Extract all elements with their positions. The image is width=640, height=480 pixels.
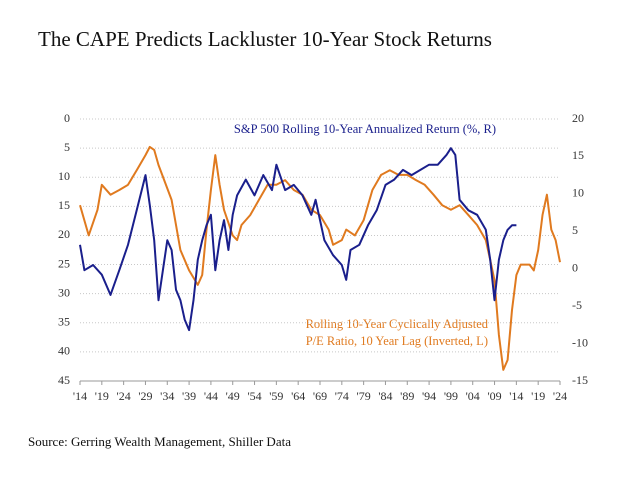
x-tick-label: '29: [138, 389, 152, 403]
x-tick-label: '89: [400, 389, 414, 403]
y2-tick-label: 20: [572, 111, 584, 125]
x-tick-label: '44: [204, 389, 218, 403]
x-tick-label: '69: [313, 389, 327, 403]
source-note: Source: Gerring Wealth Management, Shill…: [28, 434, 291, 449]
y-tick-label: 25: [58, 256, 70, 270]
x-tick-label: '19: [531, 389, 545, 403]
y2-tick-label: 10: [572, 186, 584, 200]
x-tick-label: '94: [422, 389, 436, 403]
y-tick-label: 10: [58, 169, 70, 183]
x-tick-label: '04: [466, 389, 480, 403]
y-tick-label: 35: [58, 315, 70, 329]
x-tick-label: '79: [357, 389, 371, 403]
x-tick-label: '14: [73, 389, 87, 403]
x-tick-label: '24: [553, 389, 567, 403]
chart-title: The CAPE Predicts Lackluster 10-Year Sto…: [38, 27, 492, 51]
x-tick-label: '84: [378, 389, 392, 403]
y-tick-label: 20: [58, 227, 70, 241]
x-tick-label: '24: [117, 389, 131, 403]
y2-tick-label: -15: [572, 373, 588, 387]
y-tick-label: 30: [58, 285, 70, 299]
series-line: [79, 145, 561, 371]
series-line: [79, 147, 517, 332]
y-tick-label: 5: [64, 140, 70, 154]
y2-tick-label: 5: [572, 223, 578, 237]
x-tick-label: '74: [335, 389, 349, 403]
x-tick-label: '49: [226, 389, 240, 403]
y-tick-label: 15: [58, 198, 70, 212]
x-tick-label: '14: [509, 389, 523, 403]
y-tick-label: 45: [58, 373, 70, 387]
x-tick-label: '09: [487, 389, 501, 403]
annotation: P/E Ratio, 10 Year Lag (Inverted, L): [306, 334, 488, 348]
y-tick-label: 0: [64, 111, 70, 125]
x-tick-label: '99: [444, 389, 458, 403]
x-tick-label: '54: [247, 389, 261, 403]
annotation: Rolling 10-Year Cyclically Adjusted: [306, 317, 489, 331]
annotation: S&P 500 Rolling 10-Year Annualized Retur…: [234, 122, 496, 136]
x-tick-label: '64: [291, 389, 305, 403]
x-tick-label: '34: [160, 389, 174, 403]
x-tick-label: '19: [95, 389, 109, 403]
y2-tick-label: 15: [572, 148, 584, 162]
x-tick-label: '59: [269, 389, 283, 403]
y2-tick-label: -10: [572, 335, 588, 349]
y-tick-label: 40: [58, 344, 70, 358]
y2-tick-label: -5: [572, 298, 582, 312]
y2-tick-label: 0: [572, 260, 578, 274]
x-tick-label: '39: [182, 389, 196, 403]
